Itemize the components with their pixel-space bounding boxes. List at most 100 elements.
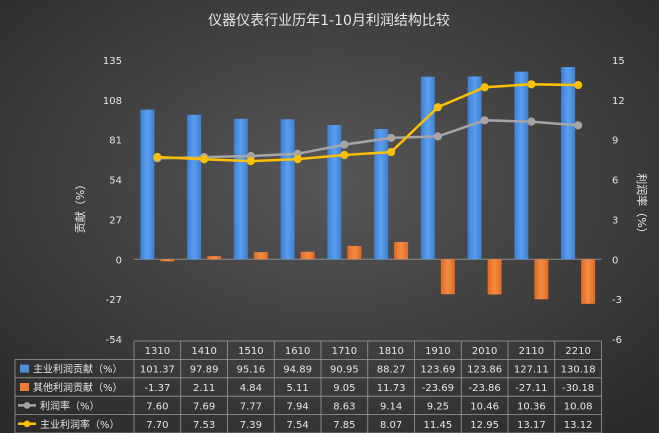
legend-label-0: 主业利润贡献（%） bbox=[33, 363, 123, 376]
x-tick-label-1: 1410 bbox=[191, 346, 216, 357]
table-cell-1-5: 11.73 bbox=[377, 383, 406, 394]
table-cell-0-5: 88.27 bbox=[377, 365, 406, 376]
left-tick-label-3: 54 bbox=[109, 176, 122, 187]
table-cell-3-2: 7.39 bbox=[240, 420, 262, 431]
main-profit-rate-point-3 bbox=[293, 155, 302, 164]
main-profit-rate-line bbox=[157, 83, 579, 163]
table-cell-2-6: 9.25 bbox=[427, 401, 449, 412]
left-tick-label-5: 0 bbox=[116, 255, 122, 266]
line-series bbox=[153, 80, 583, 166]
main-profit-bar-0 bbox=[140, 109, 155, 260]
legend-label-1: 其他利润贡献（%） bbox=[33, 381, 123, 394]
x-tick-label-5: 1810 bbox=[378, 346, 403, 357]
other-profit-bar-8 bbox=[534, 259, 549, 300]
other-profit-bar-4 bbox=[347, 245, 362, 260]
table-cell-1-8: -27.11 bbox=[515, 383, 547, 394]
table-cell-2-2: 7.77 bbox=[240, 401, 262, 412]
table-cell-3-9: 13.12 bbox=[564, 420, 593, 431]
chart-title: 仪器仪表行业历年1-10月利润结构比较 bbox=[208, 13, 450, 29]
right-axis-title: 利润率（%） bbox=[635, 173, 649, 238]
x-tick-label-4: 1710 bbox=[332, 346, 357, 357]
main-profit-bar-4 bbox=[327, 125, 342, 260]
table-cell-2-1: 7.69 bbox=[193, 401, 215, 412]
table-cell-2-9: 10.08 bbox=[564, 401, 593, 412]
other-profit-bar-5 bbox=[394, 241, 409, 260]
table-cell-3-5: 8.07 bbox=[380, 420, 402, 431]
main-profit-bar-5 bbox=[374, 128, 389, 260]
table-cell-2-7: 10.46 bbox=[470, 401, 499, 412]
table-cell-3-6: 11.45 bbox=[424, 420, 453, 431]
profit-rate-point-9 bbox=[574, 121, 583, 130]
profit-rate-point-5 bbox=[387, 133, 396, 142]
left-axis-title: 贡献（%） bbox=[73, 179, 87, 233]
x-tick-label-2: 1510 bbox=[238, 346, 263, 357]
main-profit-rate-point-4 bbox=[340, 150, 349, 160]
right-axis: 15 12 9 6 3 0 -3 -6 bbox=[612, 56, 625, 346]
table-cell-3-1: 7.53 bbox=[193, 420, 215, 431]
legend-key-1 bbox=[20, 383, 29, 391]
legend-key-0 bbox=[20, 364, 29, 373]
table-cell-1-7: -23.86 bbox=[469, 383, 501, 394]
right-tick-label-4: 3 bbox=[612, 215, 618, 226]
profit-rate-point-6 bbox=[433, 132, 442, 141]
profit-rate-point-7 bbox=[480, 116, 489, 125]
main-profit-bar-6 bbox=[420, 76, 435, 260]
legend-key-marker-3 bbox=[23, 420, 31, 428]
left-tick-label-6: -27 bbox=[106, 295, 122, 306]
main-profit-bar-1 bbox=[187, 114, 202, 260]
legend-label-2: 利润率（%） bbox=[40, 399, 100, 412]
main-profit-rate-point-9 bbox=[574, 80, 583, 90]
x-tick-label-9: 2210 bbox=[565, 346, 590, 357]
table-cell-2-8: 10.36 bbox=[517, 401, 546, 412]
table-cell-3-0: 7.70 bbox=[146, 420, 168, 431]
table-cell-3-3: 7.54 bbox=[286, 420, 308, 431]
other-profit-bar-1 bbox=[207, 256, 222, 260]
main-profit-rate-point-5 bbox=[387, 147, 396, 157]
table-cell-1-6: -23.69 bbox=[422, 383, 454, 394]
other-profit-bar-7 bbox=[487, 259, 502, 295]
main-profit-bar-9 bbox=[561, 67, 576, 260]
right-tick-label-2: 9 bbox=[612, 136, 618, 147]
other-profit-bar-9 bbox=[581, 259, 596, 304]
x-tick-label-6: 1910 bbox=[425, 346, 450, 357]
table-cell-2-5: 9.14 bbox=[380, 401, 402, 412]
table-cell-2-4: 8.63 bbox=[333, 401, 355, 412]
main-profit-rate-point-1 bbox=[200, 155, 209, 164]
main-profit-bar-3 bbox=[280, 119, 295, 260]
table-cell-1-0: -1.37 bbox=[144, 383, 170, 394]
right-tick-label-3: 6 bbox=[612, 176, 618, 187]
profit-rate-point-4 bbox=[340, 140, 349, 149]
other-profit-bar-6 bbox=[440, 259, 455, 295]
table-cell-0-3: 94.89 bbox=[283, 365, 312, 376]
table-cell-2-3: 7.94 bbox=[286, 401, 308, 412]
main-profit-rate-point-6 bbox=[433, 103, 442, 112]
main-profit-rate-point-2 bbox=[246, 157, 255, 166]
table-cell-3-4: 7.85 bbox=[333, 420, 355, 431]
table-cell-3-8: 13.17 bbox=[517, 420, 546, 431]
left-tick-label-0: 135 bbox=[103, 56, 122, 67]
table-cell-1-9: -30.18 bbox=[562, 383, 594, 394]
main-profit-rate-point-7 bbox=[480, 83, 489, 92]
table-cell-2-0: 7.60 bbox=[146, 401, 168, 412]
table-cell-1-4: 9.05 bbox=[333, 383, 355, 394]
legend-label-3: 主业利润率（%） bbox=[40, 418, 120, 431]
legend-key-marker-2 bbox=[23, 402, 31, 409]
x-tick-label-8: 2110 bbox=[519, 346, 544, 357]
main-profit-rate-point-0 bbox=[153, 152, 162, 162]
other-profit-bar-0 bbox=[160, 259, 175, 262]
right-tick-label-1: 12 bbox=[612, 96, 625, 107]
other-profit-bar-3 bbox=[300, 251, 315, 260]
x-tick-label-3: 1610 bbox=[285, 346, 310, 357]
table-cell-3-7: 12.95 bbox=[470, 420, 499, 431]
left-axis: 135 108 81 54 27 0 -27 -54 bbox=[103, 56, 122, 346]
right-tick-label-7: -6 bbox=[612, 335, 622, 346]
main-profit-bar-7 bbox=[467, 76, 482, 260]
table-cell-0-9: 130.18 bbox=[561, 365, 596, 376]
left-tick-label-4: 27 bbox=[109, 215, 122, 226]
right-tick-label-0: 15 bbox=[612, 56, 625, 67]
table-cell-0-4: 90.95 bbox=[330, 365, 359, 376]
main-profit-bar-8 bbox=[514, 71, 529, 260]
